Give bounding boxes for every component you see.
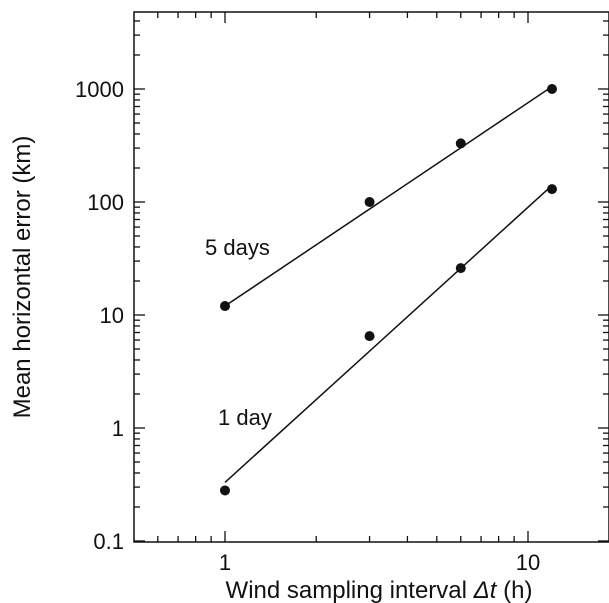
y-tick-label: 10 [100,303,124,328]
data-point-series-1 [455,138,466,149]
series-label-2: 1 day [218,405,272,430]
data-point-series-1 [220,301,230,312]
x-axis-title-suffix: (h) [496,577,532,603]
plot-frame [133,11,609,543]
series-label-1: 5 days [205,235,270,260]
y-tick-labels: 0.1 1 10 100 1000 [75,77,124,554]
y-axis-title: Mean horizontal error (km) [9,136,36,419]
y-tick-label: 1000 [75,77,124,102]
fit-lines [224,85,553,483]
data-point-series-2 [546,184,557,195]
y-tick-label: 0.1 [93,529,124,554]
x-tick-labels: 1 10 [219,550,540,575]
data-point-series-1 [546,84,557,94]
y-tick-label: 1 [112,416,124,441]
x-axis-title-prefix: Wind sampling interval [226,577,474,603]
plot-area: 0.1 1 10 100 1000 1 10 5 days 1 day [75,11,609,575]
data-point-series-2 [455,263,466,274]
x-axis-title: Wind sampling interval Δt (h) [226,577,533,603]
x-tick-label: 1 [219,550,231,575]
axis-ticks [134,12,609,542]
data-point-series-2 [220,485,230,496]
x-axis-title-symbol: Δt [473,577,498,603]
x-tick-label: 10 [516,550,540,575]
data-point-series-2 [364,331,375,342]
series-labels: 5 days 1 day [205,235,272,430]
fit-line-series-2 [224,184,553,483]
data-points [220,84,557,496]
y-tick-label: 100 [87,190,124,215]
data-point-series-1 [364,197,375,207]
fit-line-series-1 [224,85,553,307]
